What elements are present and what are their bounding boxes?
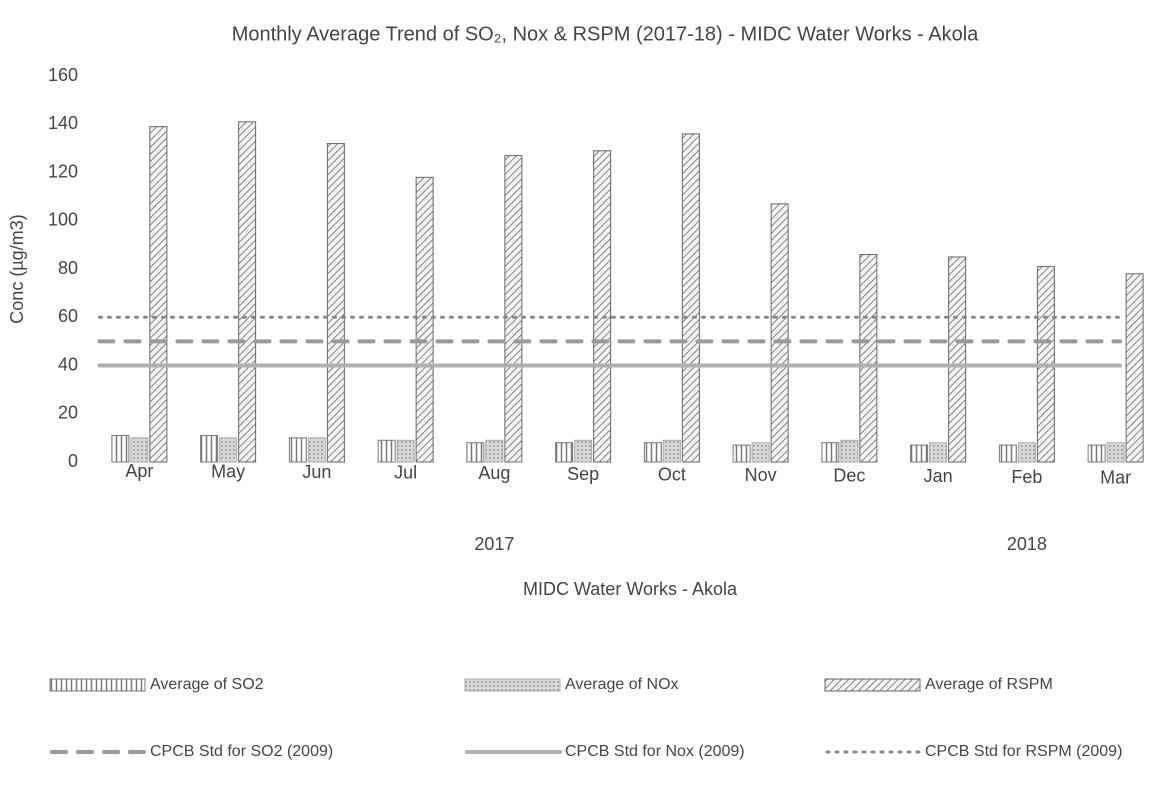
- bar: [326, 143, 345, 463]
- bar: [770, 203, 789, 463]
- bar: [504, 155, 523, 463]
- bar: [238, 121, 257, 463]
- bar: [574, 439, 593, 463]
- bar: [681, 133, 700, 463]
- x-tick-label: Nov: [745, 465, 777, 485]
- x-tick-label: Jul: [394, 463, 417, 483]
- bar: [149, 126, 168, 463]
- bar: [288, 437, 307, 463]
- x-tick-label: Mar: [1100, 467, 1131, 487]
- legend-label: CPCB Std for RSPM (2009): [925, 743, 1122, 760]
- bar: [840, 439, 859, 463]
- bar: [1106, 442, 1125, 463]
- bar: [859, 254, 878, 463]
- x-tick-label: Feb: [1011, 467, 1042, 487]
- bar: [396, 439, 415, 463]
- x-tick-label: May: [211, 461, 245, 481]
- y-tick-label: 0: [68, 451, 78, 471]
- bar: [1017, 442, 1036, 463]
- bar: [593, 150, 612, 463]
- bar: [643, 442, 662, 463]
- bar: [200, 434, 219, 463]
- bar: [377, 439, 396, 463]
- x-group-label: 2017: [474, 534, 514, 554]
- bar: [1087, 444, 1106, 463]
- bar: [998, 444, 1017, 463]
- bar: [1125, 273, 1144, 463]
- bar: [555, 442, 574, 463]
- legend-label: Average of NOx: [565, 676, 679, 693]
- y-tick-label: 100: [48, 210, 78, 230]
- x-tick-label: Sep: [567, 464, 599, 484]
- x-tick-label: Jan: [924, 466, 953, 486]
- x-tick-label: Oct: [658, 464, 686, 484]
- x-tick-label: Apr: [125, 461, 153, 481]
- bar: [929, 442, 948, 463]
- y-axis-label: Conc (µg/m3): [7, 214, 27, 323]
- bar: [485, 439, 504, 463]
- bar: [307, 437, 326, 463]
- x-group-label: 2018: [1007, 534, 1047, 554]
- bar: [948, 256, 967, 463]
- x-tick-label: Dec: [833, 466, 865, 486]
- legend-label: Average of RSPM: [925, 676, 1053, 693]
- x-tick-label: Jun: [302, 462, 331, 482]
- bar: [821, 442, 840, 463]
- legend-swatch: [824, 678, 921, 692]
- x-tick-label: Aug: [478, 463, 510, 483]
- chart-title: Monthly Average Trend of SO₂, Nox & RSPM…: [232, 23, 979, 45]
- bar: [111, 434, 130, 463]
- bar: [732, 444, 751, 463]
- y-tick-label: 120: [48, 161, 78, 181]
- bar: [130, 437, 149, 463]
- bar: [415, 176, 434, 463]
- legend-swatch: [464, 678, 561, 692]
- y-tick-label: 80: [58, 258, 78, 278]
- bar: [910, 444, 929, 463]
- legend-swatch: [49, 678, 146, 692]
- y-tick-label: 40: [58, 354, 78, 374]
- y-tick-label: 140: [48, 113, 78, 133]
- y-tick-label: 20: [58, 403, 78, 423]
- x-axis-label: MIDC Water Works - Akola: [523, 579, 738, 599]
- y-tick-label: 160: [48, 65, 78, 85]
- legend-label: CPCB Std for Nox (2009): [565, 743, 745, 760]
- bar: [466, 442, 485, 463]
- y-tick-label: 60: [58, 306, 78, 326]
- legend-label: CPCB Std for SO2 (2009): [150, 743, 333, 760]
- bar: [751, 442, 770, 463]
- bar: [219, 437, 238, 463]
- bar: [662, 439, 681, 463]
- legend-label: Average of SO2: [150, 676, 264, 693]
